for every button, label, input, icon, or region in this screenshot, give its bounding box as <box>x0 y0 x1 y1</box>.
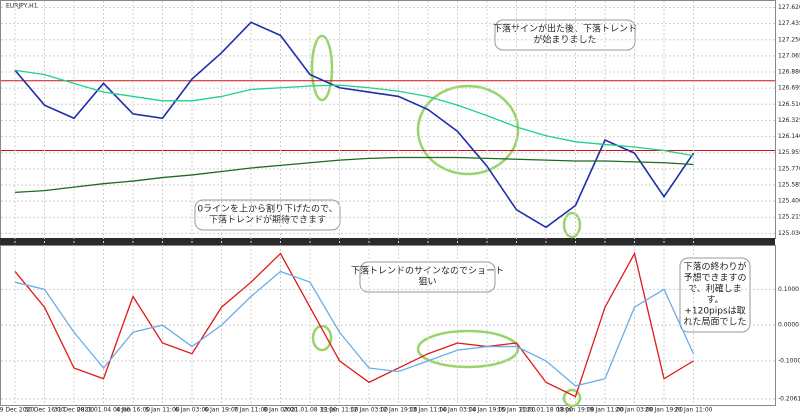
callout-text: す。 <box>706 295 723 306</box>
x-tick-label: 29 Dec 2020 <box>0 407 34 414</box>
highlight <box>416 329 520 369</box>
y2-tick-label: -0.2061 <box>778 395 800 402</box>
x-tick-label: 18 Jan 19:00 <box>557 407 595 414</box>
callout-text: 下落の終わりが <box>683 261 746 273</box>
y2-tick-label: 0.0000 <box>778 322 799 329</box>
oscillator-panel <box>0 245 776 406</box>
y-tick-label: 127.435 <box>778 20 800 27</box>
x-tick-label: 2021.01.18 00:00 <box>519 407 573 414</box>
x-tick-label: 7 Jan 11:00 <box>234 407 268 414</box>
callout-box <box>679 257 751 333</box>
x-tick-label: 13 Jan 11:00 <box>409 407 447 414</box>
series-line <box>14 156 694 194</box>
y-tick-label: 127.065 <box>778 52 800 59</box>
x-tick-label: 19 Jan 11:00 <box>586 407 624 414</box>
y-tick-label: 125.030 <box>778 230 800 237</box>
y-tick-label: 126.140 <box>778 133 800 140</box>
y-tick-label: 127.250 <box>778 36 800 43</box>
y-tick-label: 125.215 <box>778 214 800 221</box>
y-tick-label: 126.510 <box>778 101 800 108</box>
callout-text: +120pipsは取 <box>684 306 745 317</box>
x-tick-label: 30 Dec 16:00 <box>24 407 65 414</box>
x-tick-label: 6 Jan 03:00 <box>175 407 209 414</box>
y-tick-label: 125.400 <box>778 198 800 205</box>
x-tick-label: 14 Jan 03:00 <box>439 407 477 414</box>
x-tick-label: 12 Jan 19:00 <box>380 407 418 414</box>
x-tick-label: 12 Jan 03:00 <box>350 407 388 414</box>
x-tick-label: 15 Jan 11:00 <box>498 407 536 414</box>
y2-tick-label: 0.1000 <box>778 286 799 293</box>
y-tick-label: 125.955 <box>778 149 800 156</box>
y-tick-label: 126.880 <box>778 69 800 76</box>
callout-text: 下落トレンドが期待できます <box>209 214 326 226</box>
y-tick-label: 126.695 <box>778 85 800 92</box>
x-tick-label: 20 Jan 03:00 <box>616 407 654 414</box>
highlight <box>310 34 334 102</box>
callout-text: 下落サインが出た後、下落トレンド <box>493 23 637 35</box>
y-tick-label: 126.325 <box>778 117 800 124</box>
x-tick-label: 5 Jan 11:00 <box>145 407 179 414</box>
highlight <box>562 211 582 239</box>
x-tick-label: 2021.01.04 00:00 <box>77 407 131 414</box>
callout-text: 予想できますの <box>683 272 746 284</box>
x-tick-label: 20 Jan 19:00 <box>645 407 683 414</box>
series-line <box>14 270 695 387</box>
x-tick-label: 31 Dec 08:00 <box>54 407 95 414</box>
signal-strip <box>0 238 775 245</box>
highlight <box>562 388 582 408</box>
x-tick-label: 6 Jan 19:00 <box>204 407 238 414</box>
x-tick-label: 14 Jan 19:00 <box>468 407 506 414</box>
y-tick-label: 127.620 <box>778 4 800 11</box>
y-tick-label: 125.770 <box>778 165 800 172</box>
chart-title: EURJPY,H1 <box>6 3 38 10</box>
x-tick-label: 2021.01.08 19:00 <box>283 407 337 414</box>
callout-text: れた局面でした <box>683 317 746 328</box>
y-tick-label: 125.585 <box>778 181 800 188</box>
series-line <box>14 251 694 398</box>
y2-tick-label: -0.1000 <box>778 357 800 364</box>
highlight <box>416 84 520 176</box>
x-tick-label: 4 Jan 16:00 <box>116 407 150 414</box>
series-line <box>14 21 695 229</box>
x-tick-label: 8 Jan 03:00 <box>263 407 297 414</box>
series-line <box>14 69 694 157</box>
callout-text: で、利確しま <box>688 283 742 295</box>
callout-text: 0ラインを上から割り下げたので、 <box>197 203 337 215</box>
x-tick-label: 11 Jan 11:00 <box>321 407 359 414</box>
highlight <box>311 324 333 352</box>
x-tick-label: 21 Jan 11:00 <box>675 407 713 414</box>
